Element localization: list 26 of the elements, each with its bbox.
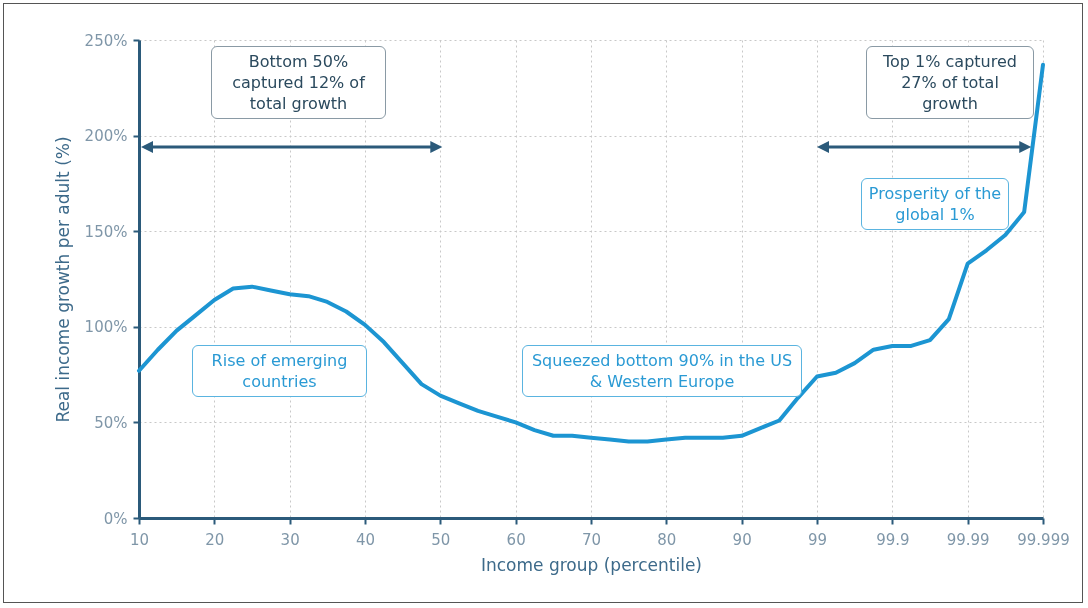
x-tick-label: 20 (205, 530, 225, 549)
annotation: Bottom 50% captured 12% of total growth (211, 46, 386, 119)
y-tick-label: 150% (84, 222, 128, 241)
x-tick-label: 90 (732, 530, 752, 549)
x-tick-label: 10 (129, 530, 150, 549)
y-tick-label: 100% (84, 318, 128, 337)
annotation: Squeezed bottom 90% in the US & Western Europe (522, 345, 802, 397)
x-tick-label: 99 (807, 530, 828, 549)
annotation: Prosperity of the global 1% (861, 178, 1009, 230)
x-tick-label: 60 (506, 530, 526, 549)
annotation: Top 1% captured 27% of total growth (866, 46, 1034, 119)
y-axis-title: Real income growth per adult (%) (52, 136, 73, 423)
x-tick-label: 99.9 (876, 530, 910, 549)
x-tick-label: 80 (657, 530, 677, 549)
x-tick-label: 70 (581, 530, 602, 549)
annotation: Rise of emerging countries (192, 345, 367, 397)
x-tick-label: 99.999 (1017, 530, 1070, 549)
x-tick-label: 30 (280, 530, 300, 549)
y-tick-label: 50% (94, 413, 128, 432)
y-tick-label: 0% (103, 509, 128, 528)
y-tick-label: 250% (84, 31, 128, 50)
x-axis-title: Income group (percentile) (480, 554, 703, 575)
x-tick-label: 40 (355, 530, 376, 549)
x-tick-label: 50 (431, 530, 451, 549)
y-tick-label: 200% (84, 127, 128, 146)
x-tick-label: 99.99 (946, 530, 990, 549)
